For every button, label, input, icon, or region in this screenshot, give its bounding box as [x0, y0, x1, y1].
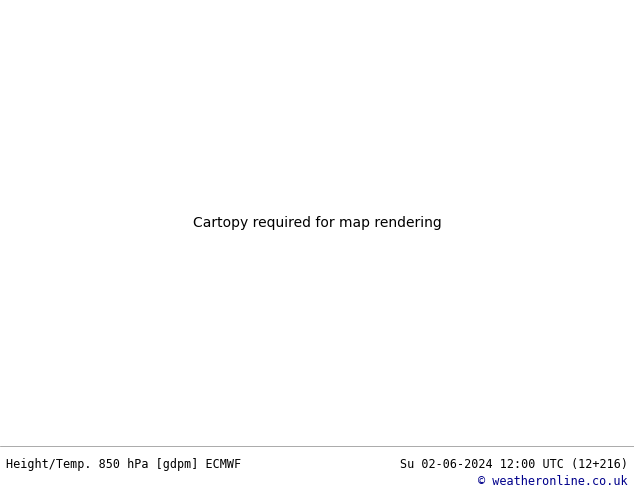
Text: Cartopy required for map rendering: Cartopy required for map rendering: [193, 216, 441, 230]
Text: Height/Temp. 850 hPa [gdpm] ECMWF: Height/Temp. 850 hPa [gdpm] ECMWF: [6, 458, 242, 471]
Text: © weatheronline.co.uk: © weatheronline.co.uk: [478, 475, 628, 488]
Text: Su 02-06-2024 12:00 UTC (12+216): Su 02-06-2024 12:00 UTC (12+216): [399, 458, 628, 471]
